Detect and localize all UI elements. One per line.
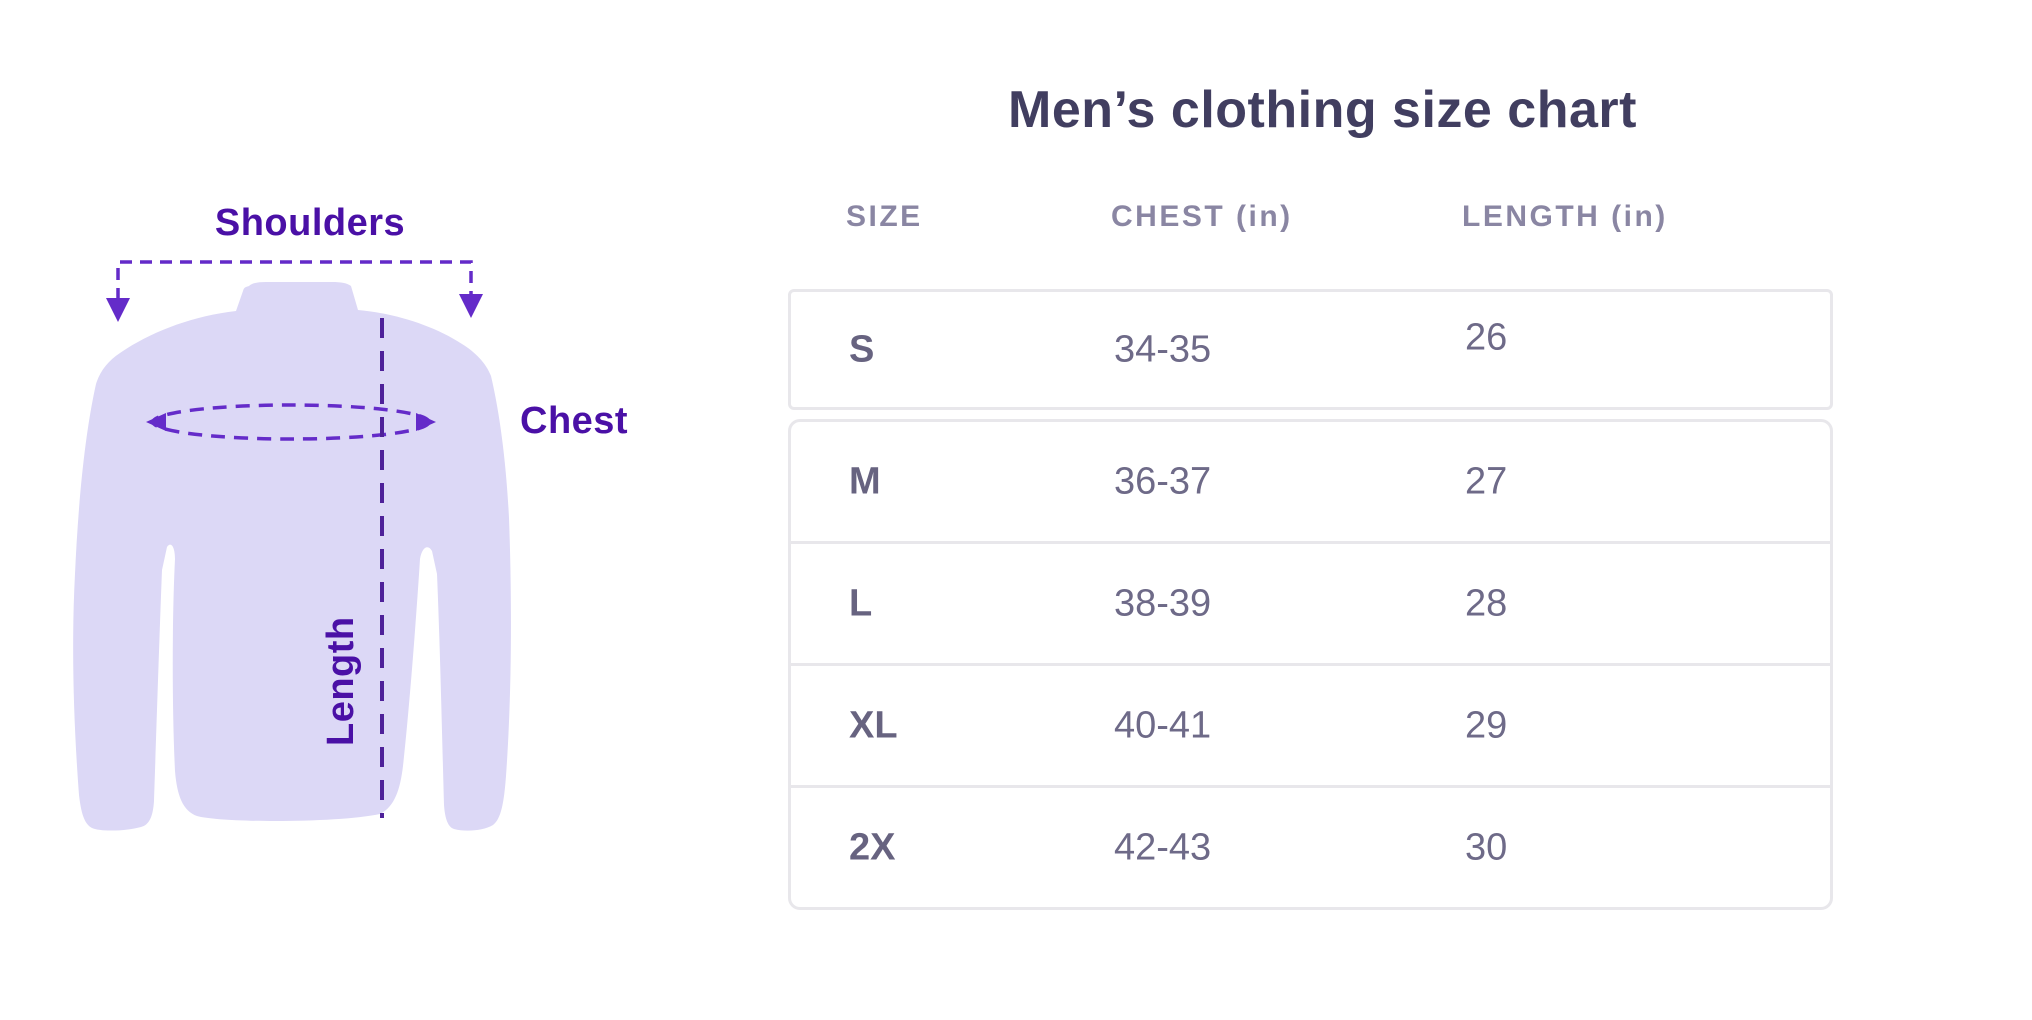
arrow-down-right-icon: [459, 294, 483, 318]
chest-cell: 34-35: [1114, 328, 1212, 370]
shirt-silhouette: [73, 282, 511, 831]
arrow-left-icon: [146, 413, 166, 431]
length-cell: 26: [1465, 316, 1508, 359]
length-cell: 27: [1465, 460, 1508, 502]
chest-cell: 38-39: [1114, 582, 1212, 624]
table-row: XL 40-41 29: [791, 663, 1830, 785]
arrow-down-left-icon: [106, 298, 130, 322]
table-row-group-rest: M 36-37 27 L 38-39 28 XL 40-41 29 2X 42-…: [788, 419, 1833, 910]
length-cell: 28: [1465, 582, 1508, 624]
column-header-chest: CHEST (in): [1111, 200, 1293, 233]
size-cell: XL: [849, 704, 898, 746]
table-row: M 36-37 27: [791, 422, 1830, 541]
column-header-length: LENGTH (in): [1462, 200, 1668, 233]
table-row: S 34-35 26: [791, 292, 1830, 407]
page-title: Men’s clothing size chart: [1008, 81, 1637, 139]
size-cell: L: [849, 582, 873, 624]
column-header-size: SIZE: [846, 200, 923, 233]
shoulders-measure-line: [106, 260, 483, 322]
shirt-measurement-diagram: Shoulders Chest Length: [0, 0, 700, 1020]
size-cell: 2X: [849, 826, 896, 868]
size-cell: S: [849, 328, 875, 370]
shoulders-label: Shoulders: [214, 202, 406, 244]
table-row: L 38-39 28: [791, 541, 1830, 663]
size-cell: M: [849, 460, 881, 502]
table-header-row: SIZE CHEST (in) LENGTH (in): [788, 200, 1833, 236]
table-row: 2X 42-43 30: [791, 785, 1830, 907]
chest-cell: 36-37: [1114, 460, 1212, 502]
table-row-group-first: S 34-35 26: [788, 289, 1833, 410]
chest-cell: 40-41: [1114, 704, 1212, 746]
length-label: Length: [320, 616, 362, 746]
chest-label: Chest: [520, 400, 629, 442]
chest-measure-ellipse: [146, 403, 436, 441]
shirt-diagram-graphic: [73, 260, 511, 831]
arrow-right-icon: [416, 413, 436, 431]
length-cell: 30: [1465, 826, 1508, 868]
length-cell: 29: [1465, 704, 1508, 746]
chest-cell: 42-43: [1114, 826, 1212, 868]
